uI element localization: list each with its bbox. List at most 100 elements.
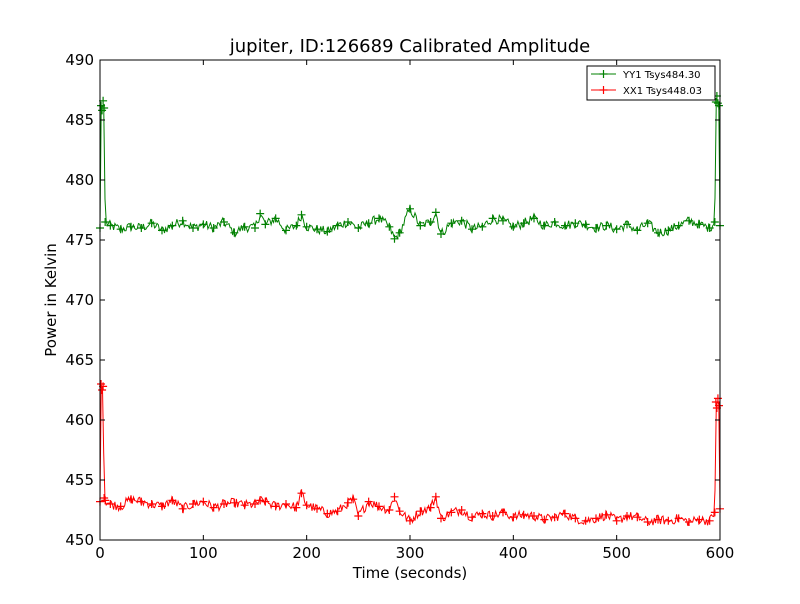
data-point: [333, 221, 342, 230]
y-tick-label: 455: [65, 471, 94, 489]
data-point: [416, 221, 425, 230]
data-point: [530, 214, 538, 223]
data-point: [395, 507, 404, 516]
data-point: [390, 234, 399, 243]
data-point: [457, 216, 466, 225]
data-point: [714, 401, 723, 410]
data-point: [431, 208, 440, 217]
y-tick-label: 465: [65, 351, 94, 369]
data-point: [240, 222, 249, 231]
data-point: [406, 516, 414, 525]
data-point: [168, 221, 177, 230]
data-point: [137, 224, 146, 232]
series-layer: [96, 92, 724, 526]
data-point: [540, 221, 549, 230]
data-point: [158, 502, 166, 511]
data-point: [106, 221, 115, 230]
data-point: [519, 219, 528, 228]
data-point: [323, 227, 332, 236]
x-tick-label: 100: [189, 544, 218, 562]
data-point: [323, 509, 332, 518]
data-point: [230, 228, 239, 237]
y-tick-label: 480: [65, 171, 94, 189]
data-point: [623, 220, 631, 229]
data-point: [333, 507, 342, 516]
data-point: [199, 220, 208, 229]
data-point: [685, 216, 693, 225]
data-point: [416, 507, 425, 516]
data-point: [710, 218, 719, 226]
data-point: [447, 508, 456, 517]
data-point: [612, 516, 621, 525]
data-point: [178, 504, 187, 513]
data-point: [271, 214, 280, 223]
data-point: [571, 514, 580, 523]
y-tick-label: 470: [65, 291, 94, 309]
x-tick-label: 300: [396, 544, 425, 562]
data-point: [550, 513, 559, 522]
data-point: [292, 221, 301, 230]
data-point: [540, 515, 549, 524]
data-point: [313, 504, 321, 513]
data-point: [230, 498, 239, 507]
data-point: [519, 510, 528, 519]
data-point: [592, 224, 600, 232]
data-point: [612, 225, 621, 234]
x-axis-label: Time (seconds): [352, 564, 468, 582]
data-point: [705, 516, 714, 525]
data-point: [189, 224, 197, 232]
data-point: [509, 222, 518, 231]
legend: YY1 Tsys484.30 XX1 Tsys448.03: [586, 65, 716, 101]
data-point: [209, 224, 218, 232]
data-point: [98, 386, 107, 394]
data-point: [349, 495, 358, 504]
y-tick-label: 490: [65, 51, 94, 69]
data-point: [251, 500, 259, 508]
data-point: [488, 512, 497, 520]
data-point: [390, 492, 399, 501]
data-point: [674, 514, 683, 523]
legend-marker: [599, 70, 608, 78]
data-point: [674, 221, 683, 230]
data-point: [571, 219, 580, 228]
data-point: [714, 101, 723, 110]
data-point: [499, 216, 507, 225]
data-point: [561, 509, 569, 518]
data-point: [354, 224, 363, 232]
data-point: [592, 514, 600, 523]
data-point: [468, 513, 476, 522]
data-point: [633, 513, 642, 522]
data-point: [478, 509, 487, 518]
data-point: [457, 506, 466, 514]
data-point: [643, 219, 652, 228]
data-point: [705, 224, 714, 232]
data-point: [664, 226, 673, 235]
y-tick-label: 485: [65, 111, 94, 129]
data-point: [302, 222, 311, 231]
data-point: [220, 500, 228, 508]
data-point: [375, 214, 383, 223]
y-tick-label: 460: [65, 411, 94, 429]
data-point: [364, 497, 373, 506]
data-point: [282, 226, 290, 235]
data-point: [271, 502, 280, 511]
data-point: [282, 500, 290, 508]
data-point: [654, 228, 662, 237]
data-point: [623, 512, 631, 520]
data-point: [313, 225, 321, 234]
data-point: [354, 512, 363, 520]
data-point: [240, 501, 249, 510]
data-point: [426, 218, 435, 226]
data-point: [364, 219, 373, 228]
y-axis-label: Power in Kelvin: [42, 243, 60, 357]
data-point: [189, 500, 197, 508]
data-point: [478, 222, 487, 231]
data-point: [127, 495, 135, 504]
x-tick-label: 500: [602, 544, 631, 562]
series-2: [96, 380, 724, 526]
data-point: [178, 216, 187, 225]
data-point: [509, 513, 518, 522]
chart-title: jupiter, ID:126689 Calibrated Amplitude: [229, 36, 590, 57]
data-point: [499, 508, 507, 517]
